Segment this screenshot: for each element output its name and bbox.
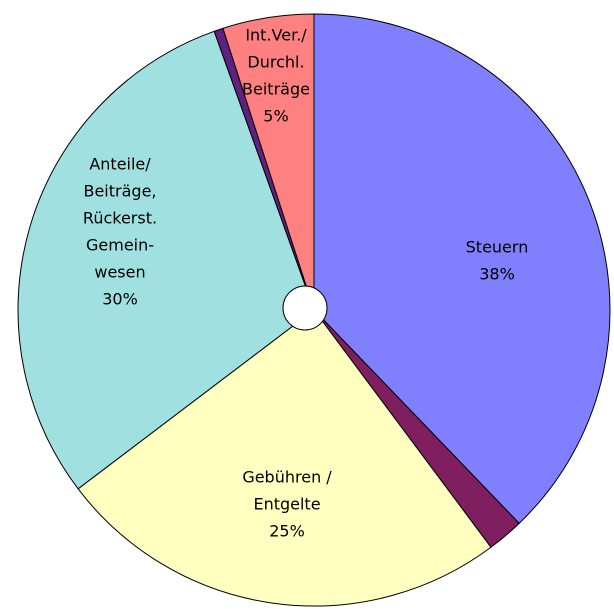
- value-label: 38%: [479, 265, 515, 284]
- slice-label: Rückerst.: [83, 209, 157, 228]
- pie-slice: [17, 30, 315, 490]
- slice-label: Gemein-: [86, 236, 154, 255]
- value-label: 5%: [263, 107, 288, 126]
- pie-slice: [77, 309, 492, 607]
- slice-label: Beiträge,: [83, 182, 156, 201]
- value-label: 30%: [102, 290, 138, 309]
- slice-label: Entgelte: [253, 495, 320, 514]
- pie-slice: [222, 13, 315, 311]
- value-label: 25%: [269, 522, 305, 541]
- pie-hole: [282, 285, 328, 331]
- slice-label: Gebühren /: [242, 468, 332, 487]
- slice-label: Int.Ver./: [245, 26, 307, 45]
- slice-label: wesen: [94, 263, 145, 282]
- pie-slice: [313, 13, 611, 525]
- slice-label: Anteile/: [89, 155, 151, 174]
- slice-label: Durchl.: [247, 53, 304, 72]
- slice-label: Beiträge: [242, 80, 310, 99]
- slice-label: Steuern: [466, 238, 529, 257]
